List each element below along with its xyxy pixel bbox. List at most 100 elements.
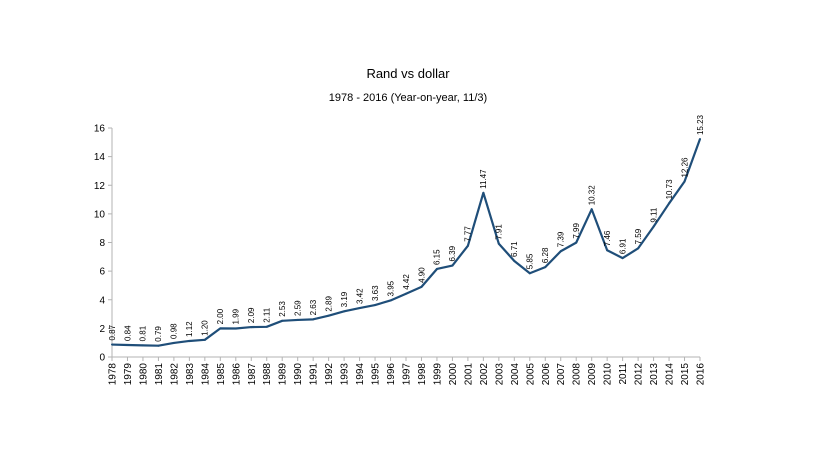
data-label: 6.71 bbox=[510, 241, 519, 257]
data-point bbox=[389, 299, 392, 302]
chart-subtitle: 1978 - 2016 (Year-on-year, 11/3) bbox=[328, 92, 488, 104]
data-label: 6.39 bbox=[448, 245, 457, 261]
x-tick-label: 2013 bbox=[649, 363, 660, 386]
y-tick-label: 16 bbox=[94, 124, 106, 135]
y-tick-label: 8 bbox=[99, 238, 105, 249]
data-point bbox=[374, 304, 377, 307]
data-point bbox=[513, 259, 516, 262]
x-tick-label: 2012 bbox=[634, 363, 645, 386]
data-label: 3.95 bbox=[386, 280, 395, 296]
data-label: 3.19 bbox=[340, 291, 349, 307]
x-tick-label: 1985 bbox=[216, 363, 227, 386]
data-label: 3.42 bbox=[355, 288, 364, 304]
data-point bbox=[544, 266, 547, 269]
x-tick-label: 1989 bbox=[278, 363, 289, 386]
data-point bbox=[668, 202, 671, 205]
data-point bbox=[203, 338, 206, 341]
data-point bbox=[451, 264, 454, 267]
data-label: 15.23 bbox=[696, 114, 705, 135]
data-point bbox=[281, 319, 284, 322]
y-tick-label: 4 bbox=[99, 295, 105, 306]
x-tick-label: 1988 bbox=[262, 363, 273, 386]
x-tick-label: 1983 bbox=[185, 363, 196, 386]
x-tick-label: 1987 bbox=[247, 363, 258, 386]
x-tick-label: 2004 bbox=[510, 363, 521, 386]
data-point bbox=[172, 341, 175, 344]
data-label: 2.00 bbox=[216, 308, 225, 324]
data-point bbox=[358, 307, 361, 310]
data-point bbox=[497, 242, 500, 245]
data-label: 7.99 bbox=[572, 223, 581, 239]
x-tick-label: 1999 bbox=[432, 363, 443, 386]
data-label: 7.77 bbox=[464, 226, 473, 242]
x-tick-label: 1990 bbox=[293, 363, 304, 386]
x-tick-label: 2001 bbox=[463, 363, 474, 386]
y-tick-label: 10 bbox=[94, 209, 106, 220]
chart-title: Rand vs dollar bbox=[366, 66, 450, 81]
x-tick-label: 2008 bbox=[572, 363, 583, 386]
x-tick-label: 2016 bbox=[696, 363, 707, 386]
data-point bbox=[219, 327, 222, 330]
data-point bbox=[683, 180, 686, 183]
x-tick-label: 2007 bbox=[556, 363, 567, 386]
data-label: 6.15 bbox=[433, 249, 442, 265]
x-tick-label: 2006 bbox=[541, 363, 552, 386]
data-point bbox=[606, 249, 609, 252]
data-label: 2.53 bbox=[278, 301, 287, 317]
data-point bbox=[405, 292, 407, 295]
data-label: 2.09 bbox=[247, 307, 256, 323]
data-label: 4.90 bbox=[417, 267, 426, 283]
x-tick-label: 1993 bbox=[340, 363, 351, 386]
data-label: 5.85 bbox=[526, 253, 535, 269]
x-tick-label: 1978 bbox=[108, 363, 119, 386]
x-tick-label: 1992 bbox=[324, 363, 335, 386]
data-label: 1.99 bbox=[232, 308, 241, 324]
x-tick-label: 1984 bbox=[200, 363, 211, 386]
data-point bbox=[435, 267, 438, 270]
x-tick-label: 1997 bbox=[402, 363, 413, 386]
x-tick-label: 1995 bbox=[371, 363, 382, 386]
data-point bbox=[621, 257, 624, 260]
data-point bbox=[188, 339, 191, 342]
data-point bbox=[157, 344, 160, 347]
data-label: 0.98 bbox=[170, 323, 179, 339]
data-label: 7.46 bbox=[603, 230, 612, 246]
x-tick-label: 2000 bbox=[448, 363, 459, 386]
data-label: 4.42 bbox=[402, 274, 411, 290]
data-point bbox=[590, 208, 593, 211]
data-point bbox=[466, 244, 469, 247]
data-label: 2.89 bbox=[324, 296, 333, 312]
data-label: 6.28 bbox=[541, 247, 550, 263]
data-label: 2.11 bbox=[263, 307, 272, 323]
data-point bbox=[528, 272, 531, 275]
y-tick-label: 14 bbox=[94, 152, 106, 163]
data-label: 12.26 bbox=[680, 157, 689, 178]
data-point bbox=[234, 327, 237, 330]
data-label: 6.91 bbox=[618, 238, 627, 254]
data-point bbox=[482, 191, 485, 194]
x-tick-label: 1998 bbox=[417, 363, 428, 386]
data-point bbox=[250, 326, 253, 329]
data-point bbox=[652, 225, 655, 228]
x-tick-label: 1982 bbox=[169, 363, 180, 386]
y-tick-label: 0 bbox=[99, 353, 105, 364]
y-tick-label: 2 bbox=[99, 324, 105, 335]
y-tick-label: 12 bbox=[94, 181, 106, 192]
data-point bbox=[141, 344, 144, 347]
x-tick-label: 1996 bbox=[386, 363, 397, 386]
x-tick-label: 1979 bbox=[123, 363, 134, 386]
data-point bbox=[420, 285, 423, 288]
x-tick-label: 2002 bbox=[479, 363, 490, 386]
x-tick-label: 1994 bbox=[355, 363, 366, 386]
data-point bbox=[312, 318, 315, 321]
x-tick-label: 2014 bbox=[665, 363, 676, 386]
x-tick-label: 1986 bbox=[231, 363, 242, 386]
data-point bbox=[111, 343, 113, 346]
data-label: 10.73 bbox=[665, 179, 674, 200]
data-label: 10.32 bbox=[587, 185, 596, 206]
x-tick-label: 2011 bbox=[618, 363, 629, 385]
data-label: 1.12 bbox=[185, 321, 194, 337]
data-point bbox=[327, 314, 330, 317]
y-tick-label: 6 bbox=[99, 267, 105, 278]
